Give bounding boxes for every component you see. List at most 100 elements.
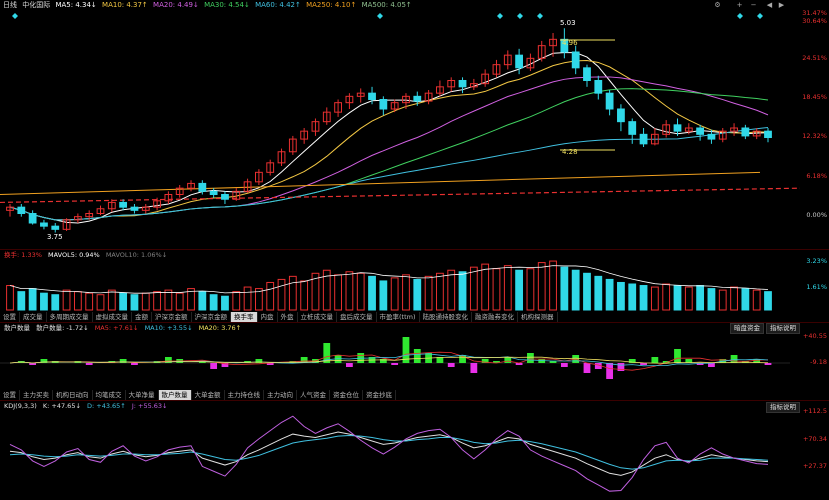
candle-body (232, 190, 241, 200)
chips-bar (210, 363, 218, 369)
chips-label: 散户数量 (4, 324, 30, 332)
candle-body (752, 130, 761, 137)
chips-bar (583, 363, 591, 373)
chips-indicator-tab[interactable]: 散户数量 (158, 390, 192, 400)
volume-indicator-tab[interactable]: 外盘 (278, 312, 298, 322)
candle-body (379, 99, 388, 110)
volume-indicator-tab[interactable]: 融资融券变化 (472, 312, 519, 322)
chips-bar (221, 363, 229, 367)
chips-ma20-line (9, 356, 769, 364)
volume-indicator-tab[interactable]: 虚拟成交量 (93, 312, 132, 322)
chips-bar (300, 357, 308, 363)
support-dashed-line (0, 187, 801, 204)
chips-indicator-tab[interactable]: 资金仓位 (330, 390, 363, 400)
volume-bar (741, 288, 750, 311)
volume-bar (673, 285, 682, 311)
nav-left-icon[interactable]: ◀ (766, 1, 773, 9)
turnover-value: 换手: 1.33% (4, 251, 42, 259)
volume-bar (458, 271, 467, 311)
chips-indicator-tab[interactable]: 主力买卖 (20, 390, 53, 400)
indicator-help-button[interactable]: 指标说明 (766, 323, 800, 334)
ma60-value: MA60: 4.42↑ (255, 1, 301, 9)
volume-bar (187, 288, 195, 311)
volume-indicator-tab[interactable]: 市盈率(ttm) (377, 312, 420, 322)
volume-bar (707, 288, 716, 311)
kdj-j-line (9, 415, 769, 492)
kdj-chart[interactable] (0, 408, 829, 498)
volume-indicator-tab[interactable]: 沪深京金额 (192, 312, 231, 322)
volume-indicator-tab[interactable]: 金额 (132, 312, 152, 322)
volume-bar (356, 272, 365, 311)
candle-body (187, 182, 195, 189)
chips-indicator-tab[interactable]: 大单金额 (192, 390, 225, 400)
volume-bar (752, 289, 761, 311)
marker-icon (737, 13, 743, 19)
chips-bar (708, 363, 715, 367)
candle-body (175, 187, 184, 196)
candle-body (583, 67, 591, 82)
candle-body (605, 92, 614, 110)
dark-pool-button[interactable]: 暗盘资金 (730, 323, 764, 334)
candle-body (266, 162, 275, 173)
volume-bar (402, 274, 410, 311)
chips-indicator-tabs: 设置 主力买卖 机构日动向 均笔成交 大单净量 散户数量 大单金额 主力持仓线 主力动向 人气资金… (0, 390, 396, 400)
volume-indicator-tab[interactable]: 沪深京金额 (152, 312, 192, 322)
volume-indicator-tab[interactable]: 陆股通持股变化 (420, 312, 473, 322)
volume-indicator-tab[interactable]: 盘后成交量 (337, 312, 377, 322)
chips-indicator-tab[interactable]: 设置 (0, 390, 20, 400)
nav-right-icon[interactable]: ▶ (778, 1, 785, 9)
chips-chart[interactable] (0, 333, 829, 388)
volume-indicator-tab[interactable]: 设置 (0, 312, 20, 322)
candle-body (356, 92, 365, 97)
chips-indicator-tab[interactable]: 均笔成交 (93, 390, 126, 400)
chips-bar (131, 363, 138, 365)
chips-bar (40, 359, 48, 363)
chips-bar (346, 363, 353, 367)
period-label[interactable]: 日线 (3, 1, 17, 9)
chips-bar (459, 355, 466, 363)
ma5-value: MA5: 4.34↓ (55, 1, 97, 9)
candle-body (469, 83, 478, 88)
volume-indicator-tab[interactable]: 多周期成交量 (47, 312, 93, 322)
chips-bar (470, 363, 478, 373)
volume-bar (322, 269, 331, 311)
candle-body (300, 130, 309, 140)
chips-indicator-tab[interactable]: 机构日动向 (53, 390, 93, 400)
volume-indicator-tab[interactable]: 成交量 (20, 312, 47, 322)
chips-bar (504, 357, 512, 363)
volume-bar (107, 289, 116, 311)
chips-bar (640, 363, 647, 365)
chips-bar (594, 363, 602, 369)
candle-body (62, 219, 71, 230)
candle-body (707, 133, 716, 140)
ma30-value: MA30: 4.54↓ (204, 1, 250, 9)
volume-indicator-tab[interactable]: 换手率 (231, 312, 258, 322)
zoom-in-icon[interactable]: + (736, 1, 743, 9)
chips-bar (527, 353, 534, 363)
chips-indicator-tab[interactable]: 主力动向 (264, 390, 297, 400)
candle-body (549, 38, 557, 47)
volume-indicator-tab[interactable]: 立桩成交量 (298, 312, 337, 322)
candle-body (17, 206, 26, 215)
kdj-help-button[interactable]: 指标说明 (766, 402, 800, 413)
volume-chart[interactable] (0, 252, 829, 312)
settings-gear-icon[interactable]: ⚙ (714, 1, 721, 9)
chips-indicator-tab[interactable]: 主力持仓线 (225, 390, 264, 400)
volume-bar (492, 268, 501, 311)
zoom-out-icon[interactable]: − (750, 1, 757, 9)
axis-label-main-6: 0.00% (806, 211, 827, 219)
price-chart[interactable] (0, 0, 829, 248)
chips-bar (255, 359, 263, 363)
chips-bar (651, 357, 659, 363)
candle-body (288, 138, 297, 153)
volume-bar (650, 286, 659, 311)
candle-body (617, 108, 625, 123)
indicator-header: 日线 中化国际 MA5: 4.34↓ MA10: 4.37↑ MA20: 4.4… (0, 0, 829, 11)
volume-indicator-tab[interactable]: 机构探测器 (518, 312, 558, 322)
chips-indicator-tab[interactable]: 资金抄底 (363, 390, 396, 400)
chips-indicator-tab[interactable]: 大单净量 (126, 390, 159, 400)
volume-indicator-tab[interactable]: 内盘 (258, 312, 278, 322)
volume-bar (209, 294, 218, 311)
chips-indicator-tab[interactable]: 人气资金 (297, 390, 330, 400)
chips-bar (266, 363, 274, 365)
